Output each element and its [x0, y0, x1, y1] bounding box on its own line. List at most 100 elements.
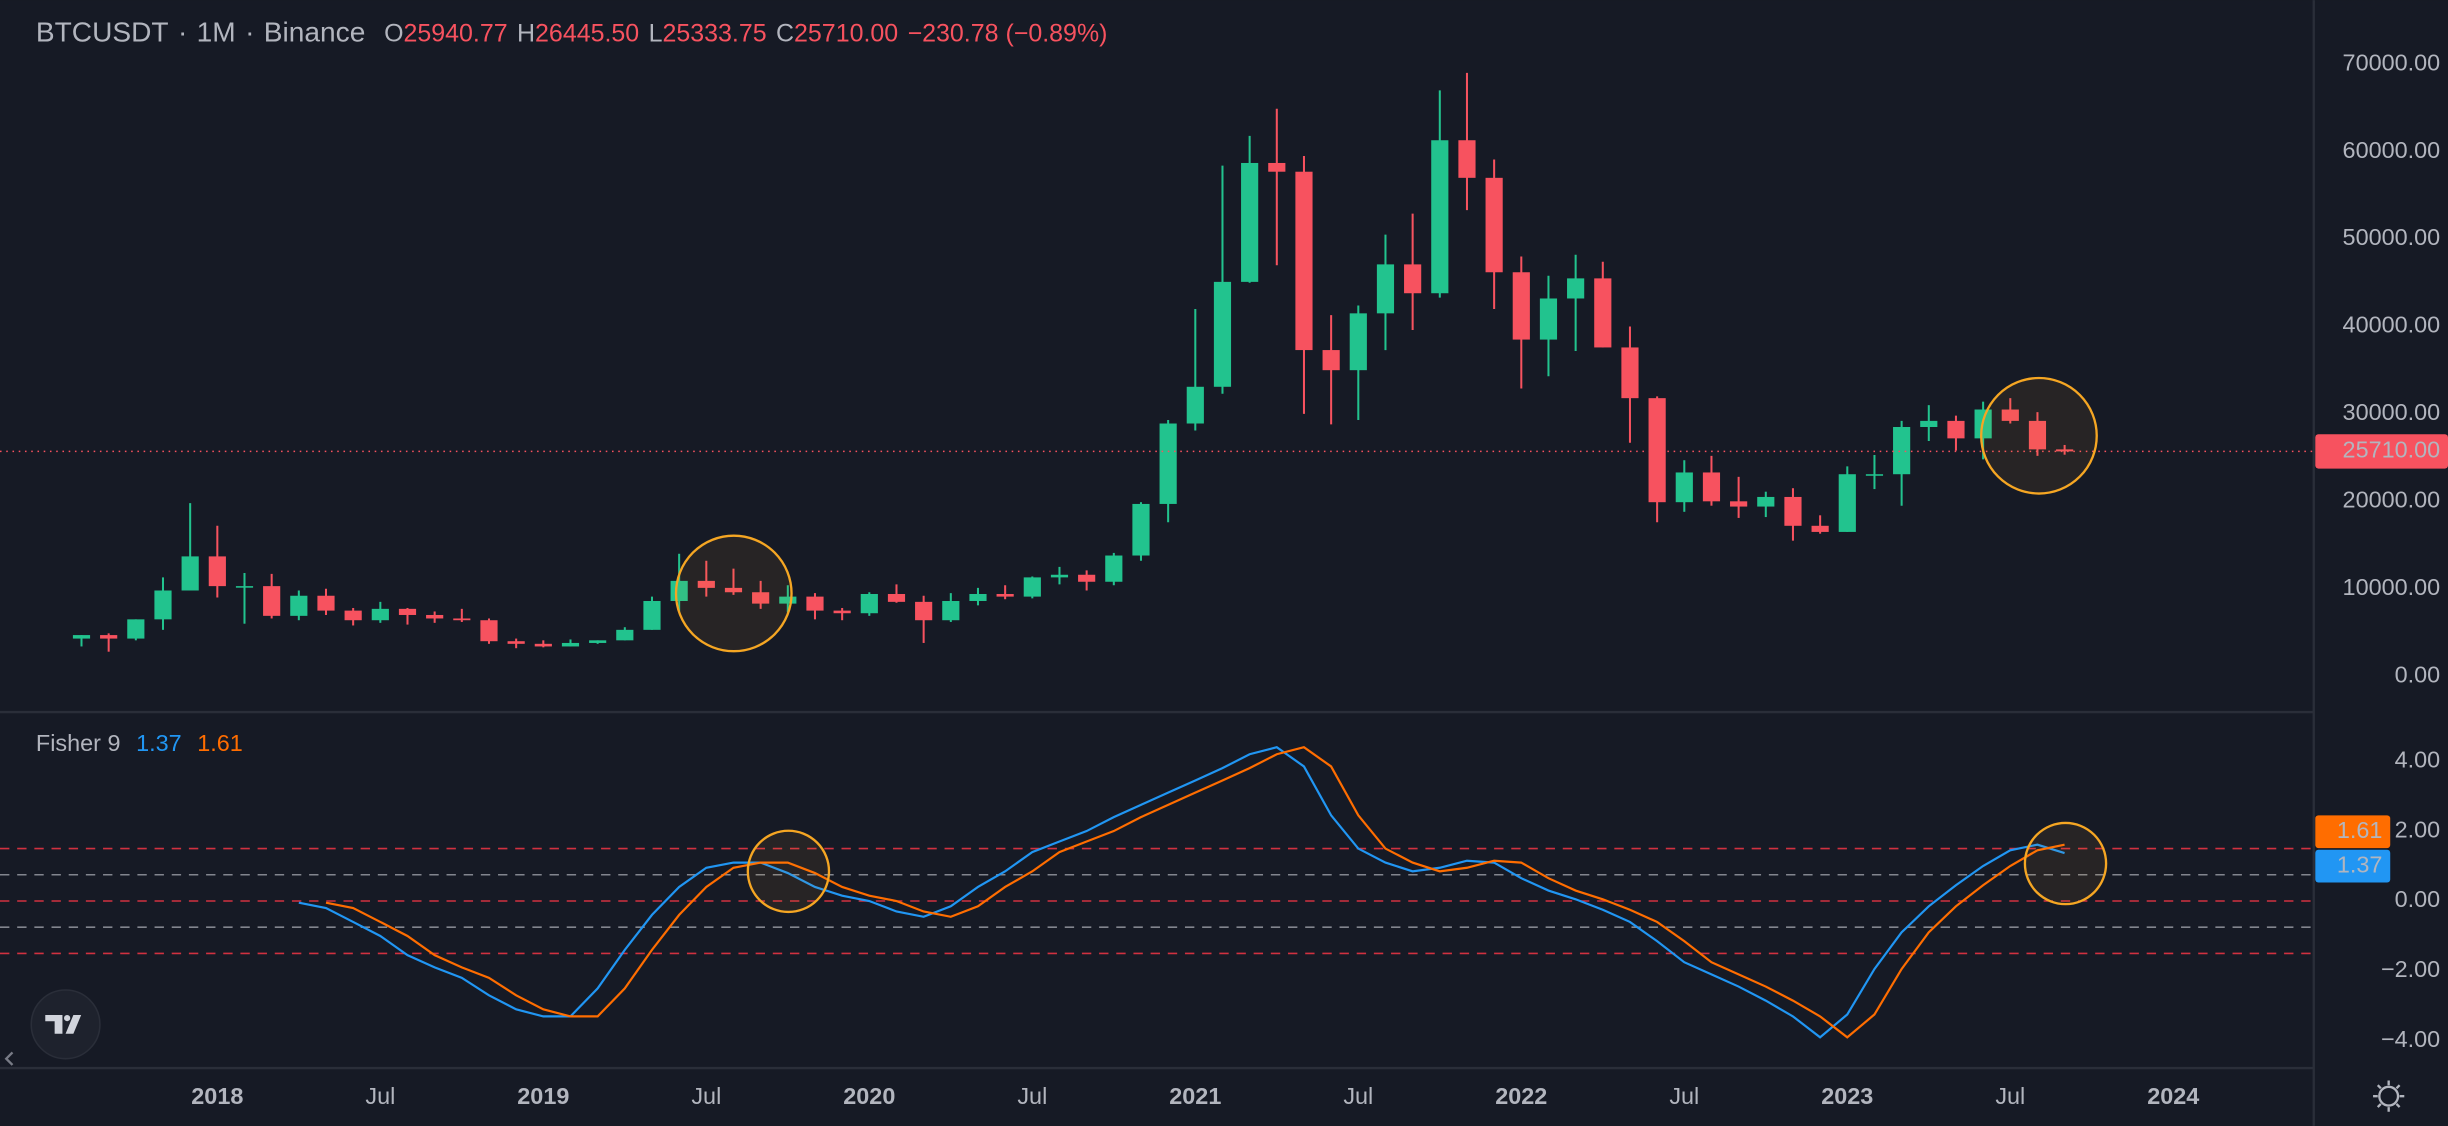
candle-body [969, 593, 987, 601]
candle-body [2001, 409, 2019, 421]
candle-body [1186, 386, 1204, 424]
candle-body [453, 618, 471, 621]
y-tick-label: 50000.00 [2343, 224, 2441, 250]
logo-badge [30, 989, 101, 1060]
last-price-label: 25710.00 [2343, 437, 2441, 463]
x-tick-label: Jul [365, 1083, 395, 1109]
candle-body [480, 620, 498, 642]
change-value: −230.78 (−0.89%) [908, 19, 1108, 47]
legend-value: 1.37 [136, 730, 182, 756]
candle-body [263, 586, 281, 616]
open-key: O [384, 19, 403, 47]
gear[interactable] [2378, 1085, 2400, 1107]
candle-body [1268, 162, 1286, 172]
y-tick-label: 30000.00 [2343, 399, 2441, 425]
x-tick-label: 2023 [1821, 1083, 1873, 1109]
candle-body [1594, 278, 1612, 348]
tradingview-logo [30, 989, 101, 1060]
candle-body [1757, 496, 1775, 507]
candle-body [616, 629, 634, 641]
separator: · [178, 17, 187, 48]
highlight-circle [746, 829, 831, 914]
candle-body [1241, 162, 1259, 282]
logo-mark [45, 1014, 82, 1034]
indicator-title: Fisher 9 [36, 730, 121, 756]
close-value: 25710.00 [794, 19, 898, 47]
candle-body [779, 596, 797, 604]
low-value: 25333.75 [662, 19, 766, 47]
y-tick-label: 60000.00 [2343, 137, 2441, 163]
candle-body [1920, 420, 1938, 428]
candle-body [1213, 281, 1232, 387]
candle-body [1702, 472, 1721, 502]
candle-body [724, 587, 743, 593]
candle-body [1322, 350, 1340, 371]
candle-body [2056, 449, 2074, 452]
indicator-legend: Fisher 9 1.37 1.61 [36, 730, 243, 756]
indicator-line [298, 746, 2065, 1039]
last-price-badge [2315, 434, 2448, 469]
candle-body [1458, 140, 1476, 178]
candle-body [643, 600, 661, 630]
candle-body [1893, 427, 1911, 475]
x-tick-label: Jul [1017, 1083, 1047, 1109]
candle-body [100, 635, 118, 639]
candle-body [1376, 264, 1395, 314]
axes-layer: 2018 Jul 2019 Jul 2020 Jul 2021 Jul 2022 Jul 2023 J… [191, 49, 2448, 1109]
candle-body [72, 635, 91, 639]
y-tick-label: 0.00 [2395, 886, 2441, 912]
candle-body [670, 580, 688, 601]
symbol: BTCUSDT [36, 17, 169, 48]
candle-body [235, 586, 254, 588]
x-tick-label: 2021 [1169, 1083, 1221, 1109]
x-tick-label: Jul [1995, 1083, 2025, 1109]
highlight-circle [1980, 376, 2098, 495]
candle-body [1811, 525, 1829, 532]
candle-body [1730, 501, 1748, 507]
candle-body [1539, 298, 1558, 340]
candle-body [1050, 574, 1069, 578]
candle-body [860, 593, 878, 614]
candle-body [507, 641, 525, 644]
candle-body [344, 610, 362, 621]
candle-body [1295, 171, 1313, 351]
marks-layer [0, 72, 2314, 1039]
highlight-circle [674, 534, 793, 653]
value-badge [2315, 815, 2391, 849]
candle-body [317, 595, 335, 611]
interval: 1M [197, 17, 236, 48]
open-value: 25940.77 [403, 19, 507, 47]
scroll-arrow[interactable] [4, 1051, 14, 1066]
separator: · [245, 17, 254, 48]
candle-body [181, 556, 199, 591]
candle-body [752, 592, 770, 604]
candle-body [1349, 313, 1367, 371]
close-key: C [776, 19, 794, 47]
candle-body [1512, 272, 1530, 340]
candle-body [887, 593, 906, 602]
x-tick-label: Jul [1669, 1083, 1699, 1109]
candle-body [1648, 398, 1666, 503]
candle-body [561, 642, 580, 647]
symbol-header: BTCUSDT · 1M · Binance O25940.77 H26445.50 L253… [36, 17, 1108, 48]
highlight-circle [2023, 821, 2108, 906]
x-tick-label: 2018 [191, 1083, 243, 1109]
candle-body [915, 601, 933, 621]
x-tick-label: Jul [1343, 1083, 1373, 1109]
y-tick-label: 2.00 [2395, 816, 2441, 842]
value-badge-label: 1.37 [2337, 851, 2383, 877]
high-key: H [517, 19, 535, 47]
y-tick-label: 10000.00 [2343, 574, 2441, 600]
candle-body [996, 593, 1014, 597]
candle-body [1784, 496, 1802, 526]
candle-body [833, 610, 851, 614]
candle-body [154, 590, 172, 620]
x-tick-label: 2019 [517, 1083, 569, 1109]
candle-body [1431, 140, 1449, 294]
y-tick-label: 40000.00 [2343, 312, 2441, 338]
value-badge [2315, 849, 2391, 883]
x-tick-label: Jul [691, 1083, 721, 1109]
